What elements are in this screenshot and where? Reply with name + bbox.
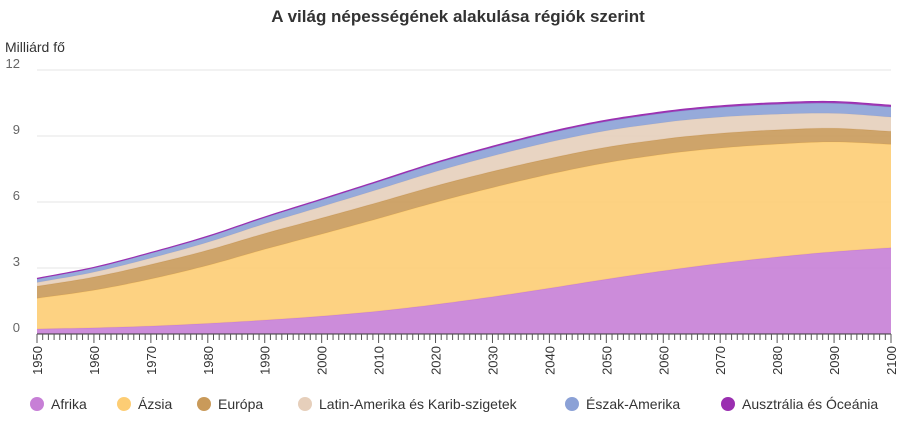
legend-item[interactable]: Latin-Amerika és Karib-szigetek	[298, 396, 518, 412]
y-tick-label: 9	[13, 122, 20, 137]
legend-item[interactable]: Észak-Amerika	[565, 396, 680, 412]
x-tick-label: 1990	[258, 346, 273, 375]
area-eszak-amerika[interactable]	[37, 103, 891, 283]
x-tick-label: 1980	[201, 346, 216, 375]
legend-item[interactable]: Ausztrália és Óceánia	[721, 396, 878, 412]
legend-label: Ausztrália és Óceánia	[742, 396, 878, 412]
x-tick-label: 2060	[656, 346, 671, 375]
x-tick-label: 1970	[144, 346, 159, 375]
legend-swatch	[565, 397, 579, 411]
x-tick-label: 2100	[884, 346, 899, 375]
x-tick-label: 2020	[429, 346, 444, 375]
legend-label: Európa	[218, 396, 263, 412]
stacked-areas	[36, 100, 892, 334]
area-latin-amerika-es-karib-szigetek[interactable]	[37, 113, 891, 287]
legend-swatch	[721, 397, 735, 411]
legend-item[interactable]: Afrika	[30, 396, 87, 412]
y-tick-label: 12	[6, 56, 20, 71]
legend-swatch	[30, 397, 44, 411]
y-tick-label: 3	[13, 254, 20, 269]
x-tick-label: 2070	[713, 346, 728, 375]
x-tick-label: 2050	[599, 346, 614, 375]
y-tick-label: 0	[13, 320, 20, 335]
y-tick-label: 6	[13, 188, 20, 203]
x-tick-label: 1950	[30, 346, 45, 375]
x-axis-ticks: 1950 1960 1970 1980 1990 2000 2010 2020 2030 2040…	[30, 346, 899, 375]
legend-item[interactable]: Európa	[197, 396, 263, 412]
legend-swatch	[197, 397, 211, 411]
legend: Afrika Ázsia Európa Latin-Amerika és Karib-…	[30, 396, 878, 412]
y-axis-ticks: 0 3 6 9 12	[6, 56, 20, 335]
legend-label: Afrika	[51, 396, 87, 412]
chart-title: A világ népességének alakulása régiók sz…	[271, 7, 645, 26]
legend-label: Észak-Amerika	[586, 396, 680, 412]
x-tick-label: 2090	[827, 346, 842, 375]
legend-swatch	[117, 397, 131, 411]
x-tick-label: 2010	[372, 346, 387, 375]
legend-swatch	[298, 397, 312, 411]
legend-item[interactable]: Ázsia	[117, 396, 172, 412]
series-line	[36, 100, 892, 280]
area-europa[interactable]	[37, 128, 891, 299]
x-tick-label: 2030	[485, 346, 500, 375]
legend-label: Latin-Amerika és Karib-szigetek	[319, 396, 518, 412]
x-tick-label: 2080	[770, 346, 785, 375]
x-tick-label: 1960	[87, 346, 102, 375]
legend-label: Ázsia	[138, 396, 172, 412]
y-axis-label: Milliárd fő	[5, 39, 65, 55]
area-azsia[interactable]	[37, 141, 891, 329]
x-tick-label: 2040	[542, 346, 557, 375]
x-axis	[36, 333, 892, 343]
x-tick-label: 2000	[315, 346, 330, 375]
